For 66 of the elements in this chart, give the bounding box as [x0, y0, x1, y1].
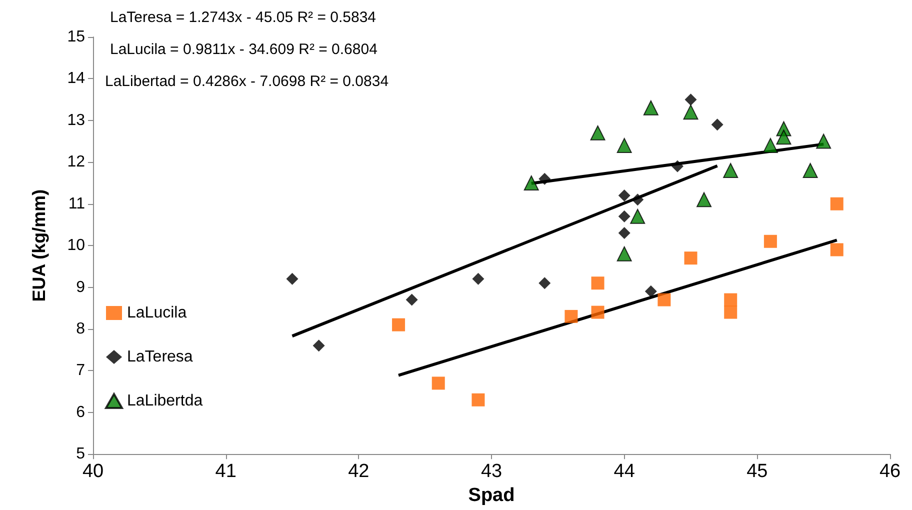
point	[472, 272, 484, 285]
point	[538, 172, 551, 185]
point	[802, 162, 818, 178]
y-tick-label: 8	[76, 320, 86, 338]
point	[816, 134, 832, 149]
x-tick-label: 44	[614, 461, 636, 482]
x-tick-label: 43	[480, 461, 502, 482]
point	[392, 318, 406, 332]
point	[723, 162, 738, 178]
point	[643, 100, 658, 116]
x-tick-label: 46	[879, 461, 901, 482]
x-tick-label: 41	[215, 461, 236, 482]
y-tick-label: 7	[76, 362, 86, 380]
point	[618, 210, 630, 222]
y-tick-label: 10	[67, 237, 86, 254]
point	[286, 272, 298, 285]
point	[762, 138, 778, 153]
point	[618, 227, 630, 240]
point	[630, 208, 646, 224]
point	[696, 192, 712, 208]
legend-label: LaLucila	[127, 304, 187, 322]
point	[658, 293, 671, 306]
y-tick-label: 6	[76, 404, 86, 421]
point	[632, 194, 644, 206]
point	[764, 234, 777, 248]
point	[618, 190, 630, 202]
point	[591, 276, 604, 290]
point	[724, 293, 738, 306]
point	[724, 306, 738, 319]
annotation: LaLucila = 0.9811x - 34.609 R² = 0.6804	[110, 41, 378, 58]
point	[524, 175, 539, 190]
point	[590, 125, 606, 140]
point	[616, 138, 632, 153]
point	[684, 94, 697, 106]
point	[684, 252, 698, 265]
point	[776, 130, 792, 145]
y-tick-label: 5	[76, 446, 86, 463]
annotation: LaLibertad = 0.4286x - 7.0698 R² = 0.0834	[105, 73, 389, 90]
point	[538, 277, 551, 290]
y-tick-label: 12	[67, 154, 86, 171]
point	[644, 285, 657, 298]
y-tick-label: 14	[67, 70, 86, 88]
y-axis-title: EUA (kg/mm)	[29, 189, 49, 302]
legend-label: LaLibertda	[127, 392, 203, 410]
point	[472, 393, 485, 406]
point	[830, 243, 844, 256]
point	[711, 118, 724, 131]
x-tick-label: 40	[82, 461, 104, 482]
point	[432, 376, 445, 390]
x-tick-label: 42	[348, 461, 370, 482]
point	[312, 340, 325, 352]
point	[830, 197, 844, 210]
x-axis-title: Spad	[468, 485, 515, 506]
point	[616, 246, 632, 262]
y-tick-label: 9	[76, 278, 86, 296]
y-tick-label: 15	[67, 28, 86, 46]
point	[683, 104, 698, 120]
x-tick-label: 45	[746, 461, 768, 482]
y-tick-label: 13	[67, 112, 86, 129]
point	[591, 306, 604, 319]
y-tick-label: 11	[68, 195, 86, 212]
point	[564, 310, 578, 323]
point	[671, 160, 684, 172]
legend-label: LaTeresa	[127, 348, 193, 366]
text: LaTeresa = 1.2743x - 45.05 R² = 0.5834	[110, 9, 376, 26]
point	[406, 294, 418, 306]
